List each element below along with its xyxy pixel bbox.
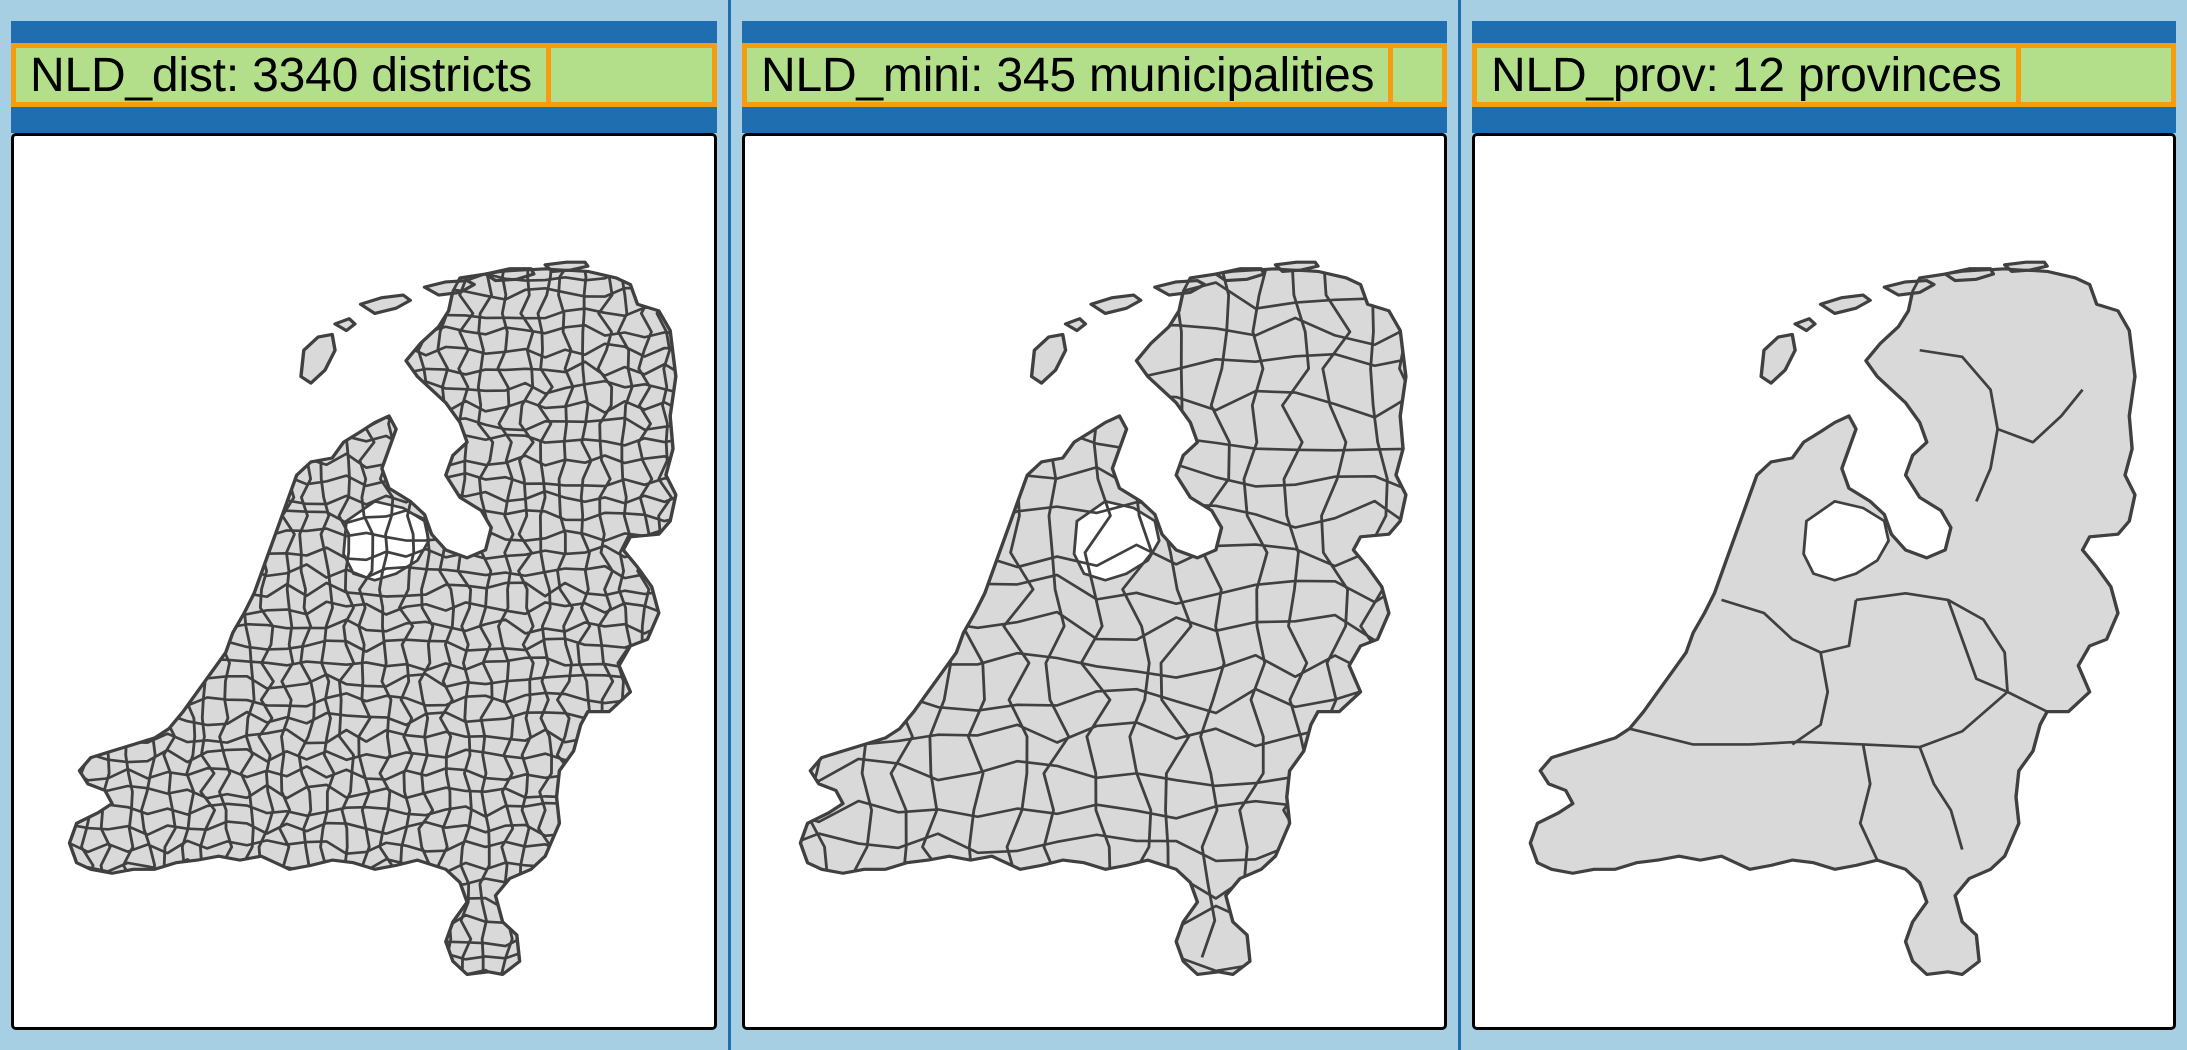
country-outline [68,267,678,976]
region-boundary [69,875,676,893]
panel-title: NLD_prov: 12 provinces [1477,48,2021,102]
wadden-island [1818,293,1872,316]
region-boundary [69,949,676,966]
panel-header: NLD_prov: 12 provinces [1472,21,2176,133]
region-boundary [178,268,197,975]
province-boundary [1721,598,1858,654]
region-boundary [48,251,684,266]
region-boundary [69,893,676,911]
ijsselmeer-lake [1802,499,1891,582]
region-boundary [456,268,475,975]
wadden-island [1882,279,1936,297]
map-frame [11,133,717,1030]
wadden-island [1759,332,1797,385]
province-boundary [1791,652,1830,746]
netherlands-districts-map [40,251,692,977]
region-boundary [218,268,236,975]
region-boundary [496,268,515,975]
region-boundary [517,268,535,975]
region-boundary [678,258,692,975]
netherlands-municipalities-map [764,258,1408,977]
region-boundary [800,943,1406,974]
region-boundary [800,904,1406,937]
region-boundary [416,268,435,975]
region-boundary [69,268,78,975]
region-boundary [1159,268,1193,958]
panel-header: NLD_dist: 3340 districts [11,21,717,133]
country-outline [799,267,1408,976]
panel-title: NLD_mini: 345 municipalities [747,48,1394,102]
netherlands-map [1528,260,2137,977]
province-boundary [1918,746,1964,850]
province-boundary [1975,428,1999,502]
wadden-island [299,332,337,385]
region-boundary [69,967,676,975]
internal-boundaries [1629,348,2084,861]
region-boundary [1238,268,1271,958]
map-frame [742,133,1447,1030]
panel-title-box: NLD_dist: 3340 districts [11,43,717,107]
province-boundary [1629,690,2009,749]
wadden-island [333,317,357,333]
province-boundary [1946,599,2048,713]
wadden-island [1029,332,1068,385]
region-boundary [69,912,676,929]
region-boundary [69,930,676,948]
region-boundary [764,258,793,957]
region-boundary [436,268,456,975]
region-boundary [800,870,1406,900]
panel-provinces: NLD_prov: 12 provinces [1458,0,2187,1050]
map-frame [1472,133,2176,1030]
netherlands-provinces-map [1528,260,2137,977]
region-boundary [40,258,55,975]
panel-title-box: NLD_prov: 12 provinces [1472,43,2176,107]
panel-title: NLD_dist: 3340 districts [16,48,552,102]
wadden-island [358,293,413,316]
region-boundary [198,268,217,975]
panel-municipalities: NLD_mini: 345 municipalities [728,0,1458,1050]
wadden-island [1089,293,1143,316]
province-boundary [1855,592,2009,692]
region-boundary [1199,268,1231,958]
panel-title-box: NLD_mini: 345 municipalities [742,43,1447,107]
netherlands-map [764,258,1408,977]
panel-header: NLD_mini: 345 municipalities [742,21,1447,133]
netherlands-map [40,251,692,977]
region-boundary [476,268,495,975]
wadden-island [1063,317,1088,333]
panel-districts: NLD_dist: 3340 districts [0,0,728,1050]
country-outline [1528,267,2137,976]
wadden-island [1793,317,1817,333]
province-boundary [1858,744,1879,861]
